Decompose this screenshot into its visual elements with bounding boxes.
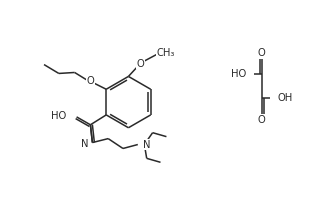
Text: CH₃: CH₃ [157, 48, 175, 58]
Text: O: O [258, 115, 266, 125]
Text: OH: OH [278, 93, 293, 103]
Text: O: O [136, 59, 144, 69]
Text: N: N [81, 138, 88, 149]
Text: HO: HO [231, 69, 246, 79]
Text: HO: HO [51, 111, 67, 121]
Text: O: O [86, 76, 94, 86]
Text: O: O [258, 48, 266, 58]
Text: N: N [143, 140, 150, 150]
